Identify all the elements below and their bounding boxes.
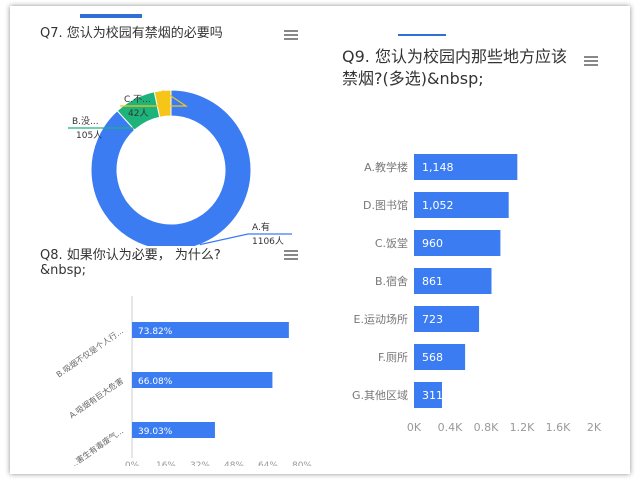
q9-title: Q9. 您认为校园内那些地方应该禁烟?(多选)&nbsp; [342,47,567,88]
bar-value-label: 311 [422,389,443,402]
x-tick-label: 16% [156,461,176,466]
x-tick-label: 64% [258,461,278,466]
q7-title: Q7. 您认为校园有禁烟的必要吗 [40,26,223,41]
q8-panel: Q8. 如果你认为必要， 为什么?&nbsp; 73.82% B.吸烟不仅是个人行… [26,246,322,466]
hamburger-menu-icon[interactable] [284,30,298,40]
bar [132,422,215,438]
bar [414,382,442,408]
q7-donut-chart: A.有 1106人 B.没... 105人 C.不... 42人 [68,89,292,246]
category-label: B.宿舍 [375,274,408,288]
tab-indicator [80,14,142,18]
bar [414,268,492,294]
category-label: E.运动场所 [354,312,408,326]
slice-category-label: A.有 [252,221,270,233]
bar [414,306,480,332]
bar-value-label: 73.82% [138,327,173,337]
leader-line [68,98,136,129]
screenshot-frame: Q7. 您认为校园有禁烟的必要吗 A.有 1106人 B.没... 105人 C.不..… [10,6,630,474]
bar [132,372,273,388]
q8-title: Q8. 如果你认为必要， 为什么?&nbsp; [40,248,221,278]
x-tick-label: 80% [292,461,312,466]
leader-line [120,89,188,107]
x-tick-label: 48% [224,461,244,466]
hamburger-menu-icon[interactable] [284,250,298,260]
donut-slice [153,89,172,118]
bar-value-label: 66.08% [138,377,173,387]
x-tick-label: 0.4K [438,421,463,434]
slice-category-label: C.不... [124,94,151,105]
bar-value-label: 568 [422,351,443,364]
category-label: D.图书馆 [363,198,408,212]
hamburger-menu-icon[interactable] [584,56,598,66]
slice-value-label: 1106人 [252,236,284,246]
q9-bar-chart: 1,148 A.教学楼 1,052 D.图书馆 960 C.饭堂 861 B.宿舍 723 E.运… [352,154,602,434]
q7-panel: Q7. 您认为校园有禁烟的必要吗 A.有 1106人 B.没... 105人 C.不..… [26,20,322,246]
bar [414,192,509,218]
leader-line [199,233,292,246]
category-label: C.饭堂 [375,237,408,250]
bar [414,344,466,370]
donut-slice [90,89,252,246]
q9-panel: Q9. 您认为校园内那些地方应该禁烟?(多选)&nbsp; 1,148 A.教学楼… [328,36,620,436]
x-tick-label: 32% [190,461,210,466]
category-label: A.吸烟有巨大危害 [67,375,125,420]
bar-value-label: 39.03% [138,427,173,437]
category-label: G.其他区域 [352,389,408,402]
category-label: F.厕所 [378,351,408,364]
bar [132,322,289,338]
bar-value-label: 1,052 [422,199,454,212]
x-tick-label: 1.6K [546,421,571,434]
category-label: A.教学楼 [364,160,408,174]
bar-value-label: 861 [422,275,443,288]
slice-value-label: 42人 [128,108,148,119]
x-tick-label: 1.2K [510,421,535,434]
x-tick-label: 0% [125,461,140,466]
bar-value-label: 723 [422,313,443,326]
category-label: B.吸烟不仅是个人行... [54,325,125,379]
x-tick-label: 0.8K [474,421,499,434]
bar-value-label: 1,148 [422,161,454,174]
bar-value-label: 960 [422,237,443,250]
x-tick-label: 2K [587,421,602,434]
bar [414,230,501,256]
bar [414,154,518,180]
q8-bar-chart: 73.82% B.吸烟不仅是个人行... 66.08% A.吸烟有巨大危害 39.03%… [54,296,312,466]
x-tick-label: 0K [407,421,422,434]
slice-value-label: 105人 [76,130,102,141]
slice-category-label: B.没... [72,116,99,127]
category-label: ...害生有毒废气... [68,425,126,466]
